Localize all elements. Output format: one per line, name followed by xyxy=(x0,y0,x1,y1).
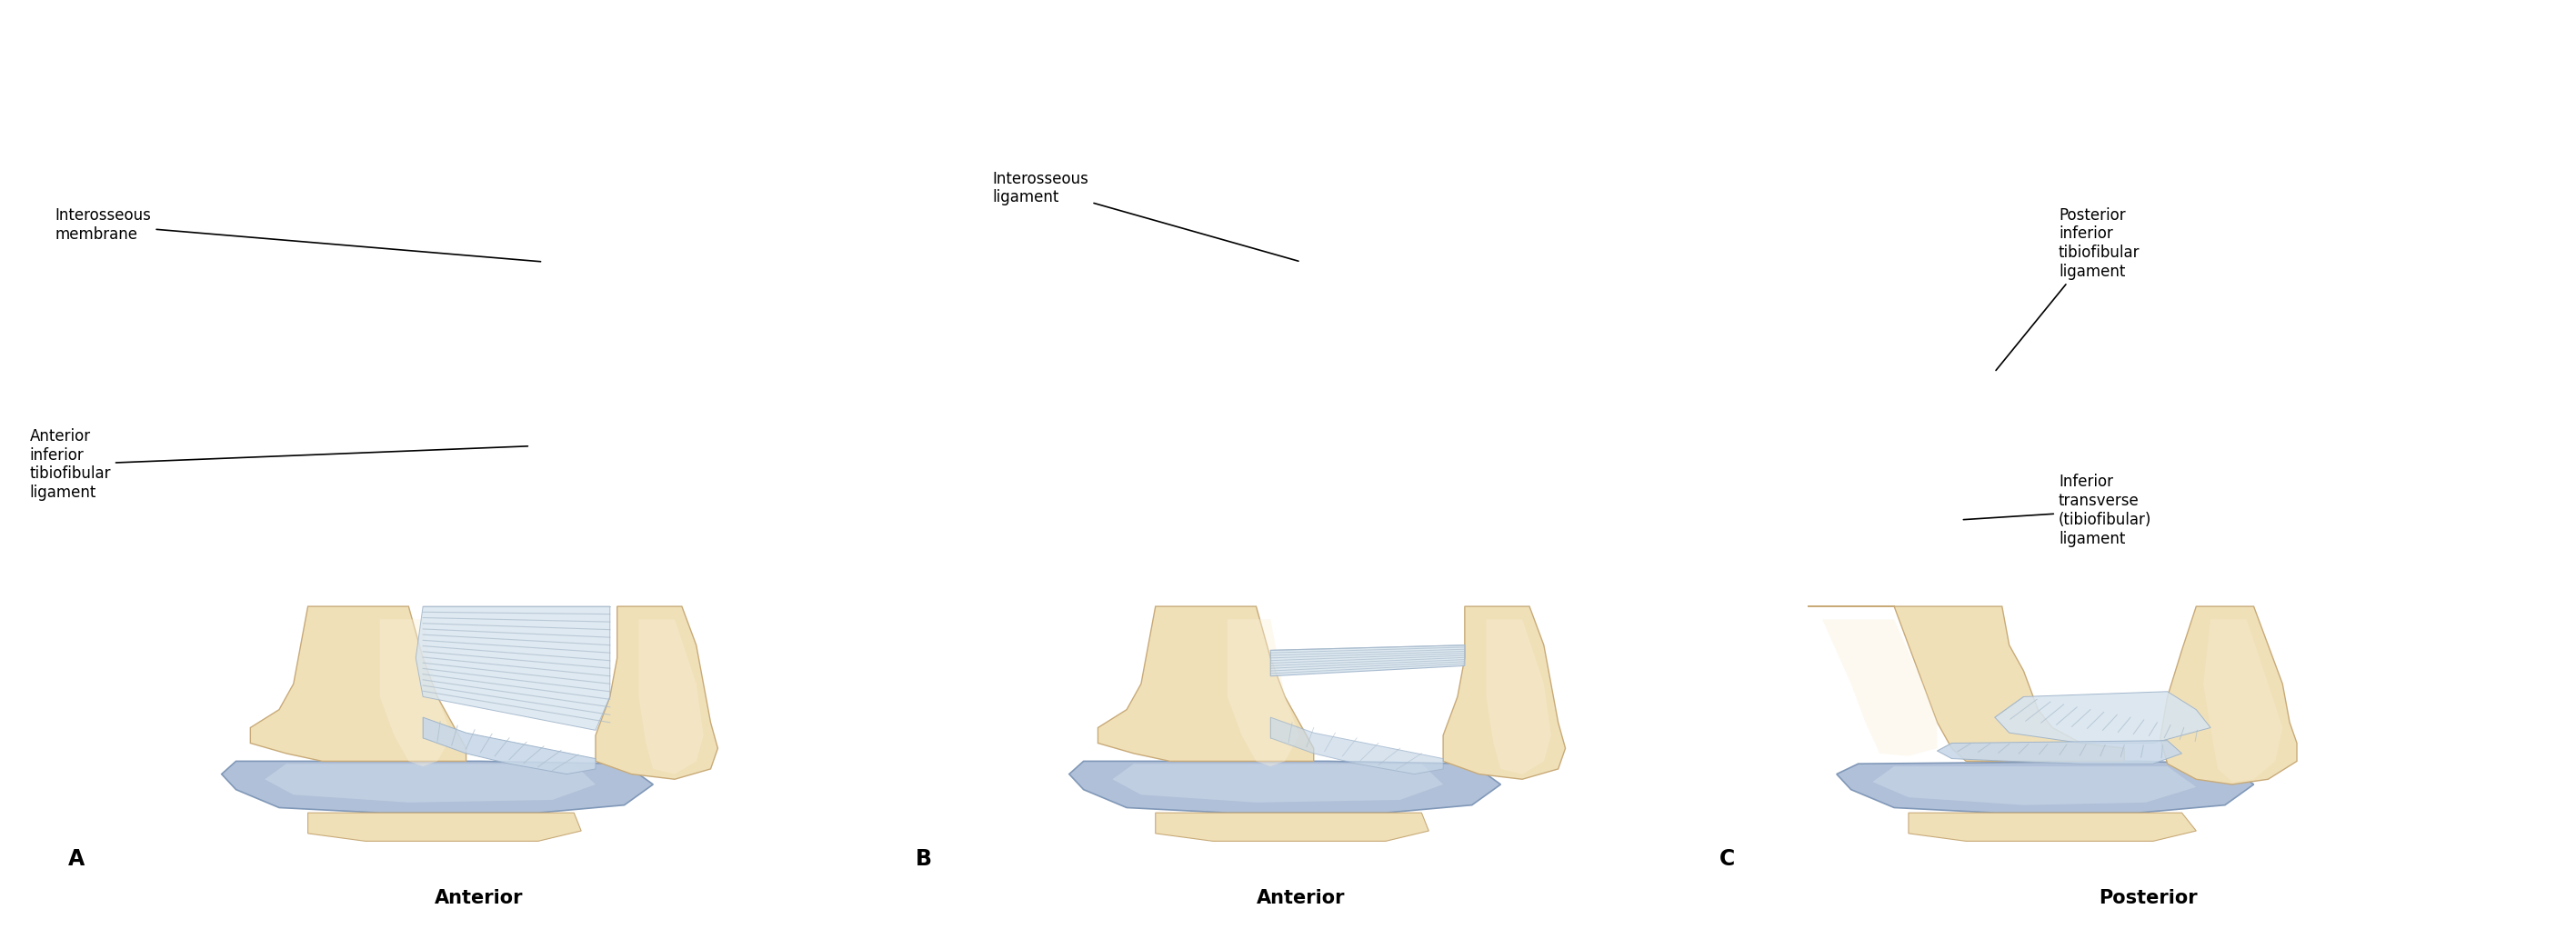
Polygon shape xyxy=(1270,717,1443,774)
Text: Anterior
inferior
tibiofibular
ligament: Anterior inferior tibiofibular ligament xyxy=(28,428,528,501)
Polygon shape xyxy=(1097,607,1314,761)
Polygon shape xyxy=(1837,761,2254,813)
Polygon shape xyxy=(1937,740,2182,764)
Polygon shape xyxy=(222,761,654,813)
Polygon shape xyxy=(1113,764,1443,803)
Polygon shape xyxy=(1909,813,2197,841)
Text: Anterior: Anterior xyxy=(1257,889,1345,907)
Polygon shape xyxy=(1443,607,1566,779)
Polygon shape xyxy=(595,607,719,779)
Polygon shape xyxy=(250,607,466,761)
Polygon shape xyxy=(415,607,611,730)
Text: Posterior
inferior
tibiofibular
ligament: Posterior inferior tibiofibular ligament xyxy=(1996,207,2141,371)
Text: Interosseous
membrane: Interosseous membrane xyxy=(54,207,541,262)
Polygon shape xyxy=(1994,691,2210,743)
Text: Interosseous
ligament: Interosseous ligament xyxy=(992,170,1298,261)
Text: A: A xyxy=(67,848,85,870)
Text: Anterior: Anterior xyxy=(435,889,523,907)
Polygon shape xyxy=(1069,761,1502,813)
Text: B: B xyxy=(914,848,933,870)
Polygon shape xyxy=(2161,607,2298,784)
Polygon shape xyxy=(1157,813,1430,841)
Polygon shape xyxy=(265,764,595,803)
Polygon shape xyxy=(1808,607,2125,761)
Polygon shape xyxy=(1873,766,2197,805)
Polygon shape xyxy=(379,620,451,766)
Polygon shape xyxy=(1821,620,1937,756)
Polygon shape xyxy=(309,813,582,841)
Text: Posterior: Posterior xyxy=(2099,889,2197,907)
Polygon shape xyxy=(639,620,703,774)
Polygon shape xyxy=(2202,620,2282,782)
Polygon shape xyxy=(1226,620,1298,766)
Text: Inferior
transverse
(tibiofibular)
ligament: Inferior transverse (tibiofibular) ligam… xyxy=(1963,474,2151,547)
Polygon shape xyxy=(422,717,595,774)
Polygon shape xyxy=(1270,645,1466,676)
Polygon shape xyxy=(1486,620,1551,774)
Text: C: C xyxy=(1721,848,1736,870)
